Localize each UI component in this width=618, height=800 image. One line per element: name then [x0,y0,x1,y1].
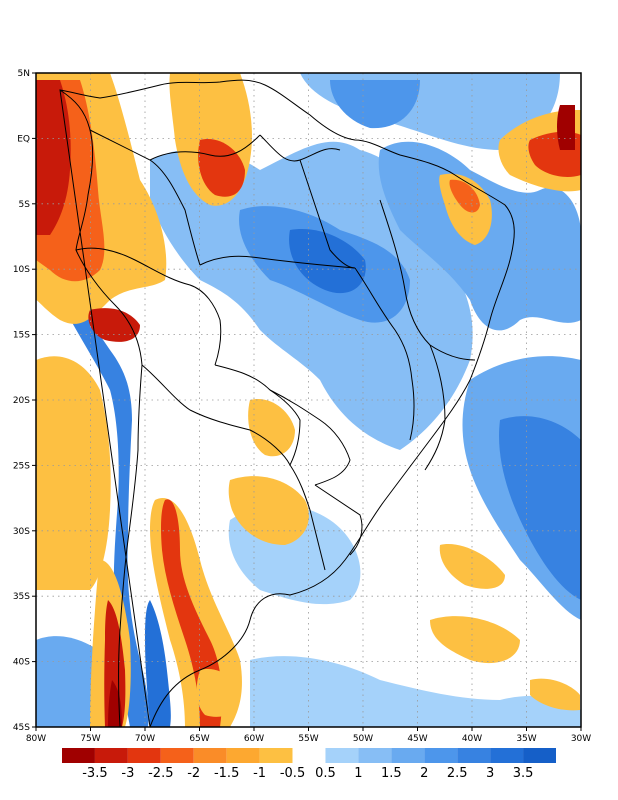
lat-tick-label: 10S [13,265,30,275]
lat-tick-label: 30S [13,527,30,537]
lat-tick-label: 25S [13,461,30,471]
colorbar-label: -1 [253,766,266,781]
border-brazil-west [199,255,356,269]
orange-pantanal [248,399,295,457]
colorbar-box [259,748,293,763]
orange-south-atlantic-2 [430,616,520,664]
longitude-axis: 80W 75W 70W 65W 60W 55W 50W 45W 40W 35W 30W [26,727,591,744]
red-chile-band [104,600,126,727]
border-paraguay [269,389,351,486]
colorbar-label: -3.5 [82,766,107,781]
red-atlantic-eq-core [557,105,575,150]
border-brazil-states-3 [424,344,446,471]
lon-tick-label: 80W [26,734,46,744]
lat-tick-label: 5S [19,200,31,210]
orange-south-atlantic-1 [439,544,505,589]
colorbar-box [523,748,556,763]
colorbar-box [358,748,392,763]
colorbar-label: 1 [354,766,362,781]
lat-tick-label: 45S [13,723,30,733]
orange-south-brazil [228,476,309,545]
lon-tick-label: 40W [462,734,482,744]
colorbar-label: -3 [121,766,134,781]
orange-patagonia-east [196,669,240,717]
lat-tick-label: 5N [18,69,30,79]
colorbar-label: -2 [187,766,200,781]
colorbar-label: 2 [420,766,428,781]
border-peru [75,247,222,366]
colorbar-label: 2.5 [447,766,468,781]
lat-tick-label: 35S [13,592,30,602]
colorbar: -3.5 -3 -2.5 -2 -1.5 -1 -0.5 0.5 1 1.5 2 2.5 3 3.5 [62,748,556,781]
border-argentina [141,364,326,571]
red-ecuador-core [36,80,71,235]
lat-tick-label: 20S [13,396,30,406]
colorbar-box [490,748,524,763]
colorbar-box [457,748,491,763]
colorbar-box [62,748,95,763]
lon-tick-label: 75W [80,734,100,744]
lon-tick-label: 65W [189,734,209,744]
map-grid [36,73,581,727]
lon-tick-label: 50W [353,734,373,744]
colorbar-box [193,748,227,763]
blue-patagonia-east [250,656,581,727]
red-peru-patch [88,308,140,342]
red-chile-core [108,680,122,727]
colorbar-box [391,748,425,763]
negative-anomaly-regions [36,73,581,727]
orange-south-atlantic-3 [530,678,580,711]
colorbar-label: -0.5 [280,766,305,781]
colorbar-label: 0.5 [315,766,336,781]
colorbar-box [424,748,458,763]
lon-tick-label: 60W [244,734,264,744]
lon-tick-label: 35W [516,734,536,744]
red-northeast-coast [449,179,480,213]
colorbar-label: -1.5 [214,766,239,781]
blue-andes-south-core [145,600,171,727]
colorbar-label: 3.5 [513,766,534,781]
border-bolivia [214,364,301,466]
lon-tick-label: 55W [298,734,318,744]
colorbar-box [127,748,161,763]
colorbar-box [160,748,194,763]
border-brazil-states-4 [299,159,356,269]
lat-tick-label: 40S [13,658,30,668]
coastlines [59,79,515,727]
border-brazil-states-2 [379,199,476,361]
border-brazil-states-1 [354,267,415,441]
south-america-coastline [59,79,515,727]
colorbar-label: 3 [486,766,494,781]
lat-tick-label: EQ [17,134,30,144]
lat-tick-label: 15S [13,331,30,341]
colorbar-label: -2.5 [148,766,173,781]
blue-atlantic-core [499,416,581,600]
border-uruguay [314,484,363,556]
colorbar-box [94,748,128,763]
colorbar-box [226,748,260,763]
lon-tick-label: 70W [135,734,155,744]
colorbar-box [292,748,326,763]
lon-tick-label: 45W [407,734,427,744]
border-colombia [89,129,201,266]
latitude-axis: 5N EQ 5S 10S 15S 20S 25S 30S 35S 40S 45S [13,69,36,733]
colorbar-box [325,748,359,763]
colorbar-label: 1.5 [381,766,402,781]
anomaly-field [36,73,581,727]
blue-north-caribbean-core [330,80,420,129]
orange-pacific-south [36,356,111,590]
border-venezuela [149,134,261,161]
lon-tick-label: 30W [571,734,591,744]
